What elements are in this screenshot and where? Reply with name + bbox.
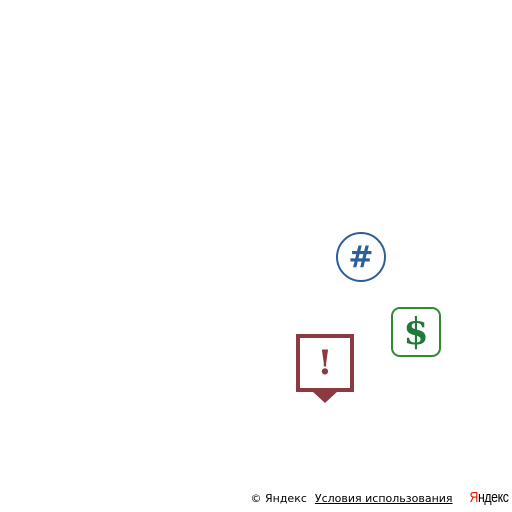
hash-icon: #: [348, 239, 374, 275]
map-attribution: © Яндекс Условия использования Яндекс: [250, 490, 508, 505]
map-marker-alert-pointer: [312, 391, 338, 403]
yandex-logo-rest: ндекс: [477, 489, 509, 506]
copyright-text: © Яндекс: [250, 492, 307, 505]
yandex-logo[interactable]: Яндекс: [469, 490, 508, 505]
map-marker-hash[interactable]: #: [336, 232, 386, 282]
exclamation-icon: !: [317, 343, 333, 383]
terms-of-use-link[interactable]: Условия использования: [314, 492, 453, 505]
yandex-logo-first-letter: Я: [469, 489, 478, 506]
map-marker-alert[interactable]: !: [296, 334, 354, 392]
map-marker-dollar[interactable]: $: [391, 307, 441, 357]
dollar-icon: $: [403, 311, 429, 353]
